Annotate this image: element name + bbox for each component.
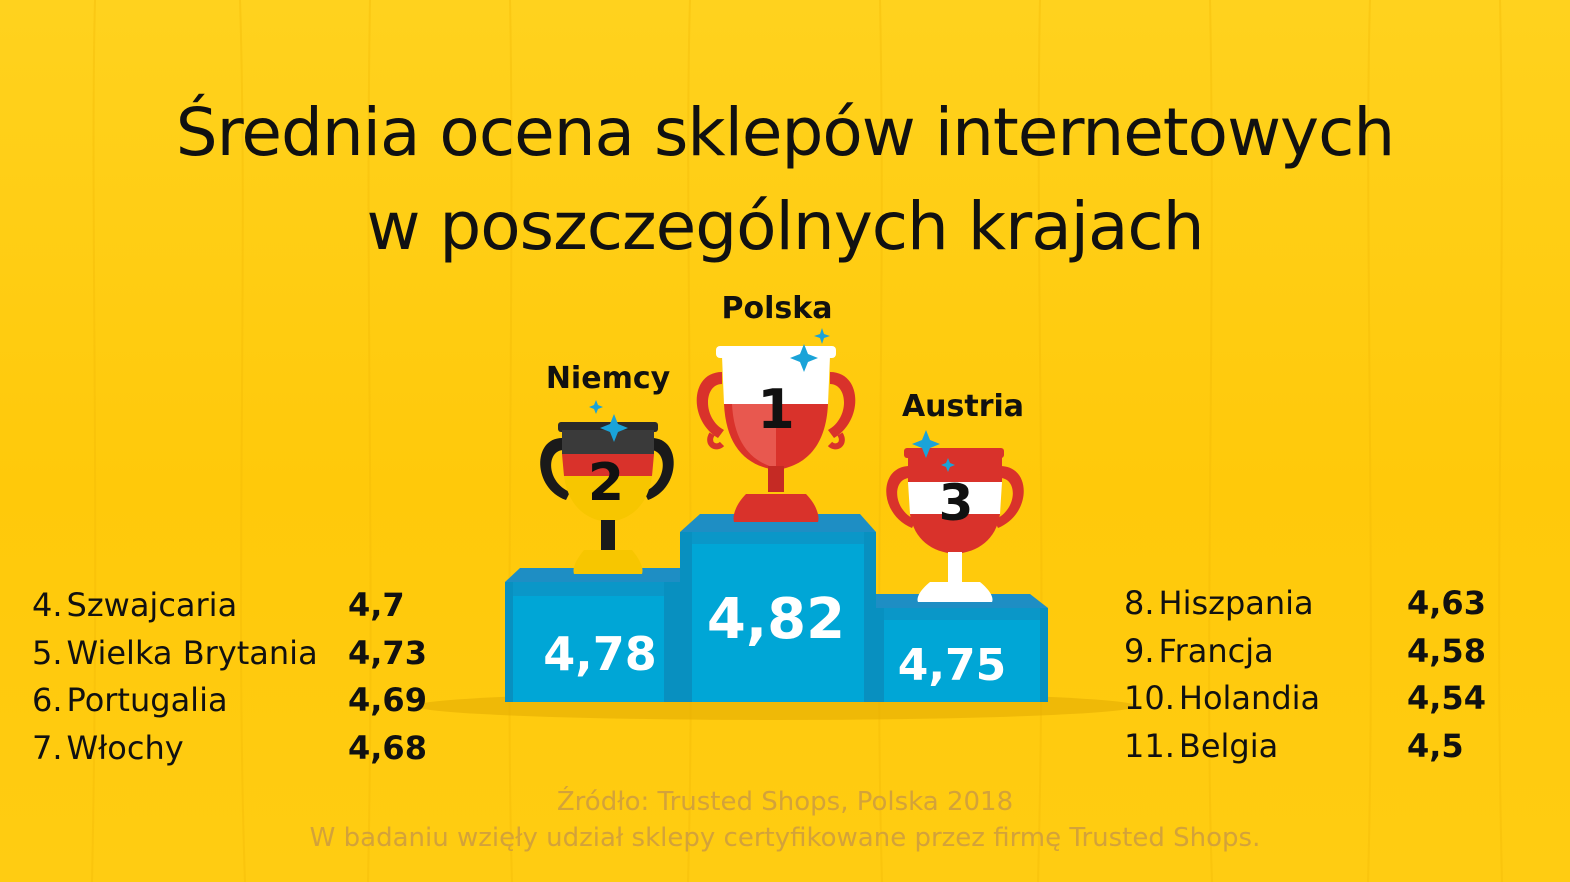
title-line-1: Średnia ocena sklepów internetowych xyxy=(175,94,1395,171)
rank-score: 4,63 xyxy=(1407,584,1486,622)
rank-country: Francja xyxy=(1158,631,1274,670)
rank-score: 4,58 xyxy=(1407,631,1486,670)
rank-number: 11. xyxy=(1124,726,1175,765)
ranking-list-left: 4. Szwajcaria 4,7 5. Wielka Brytania 4,7… xyxy=(32,586,452,776)
country-label-3: Austria xyxy=(902,389,1024,424)
rank-country: Włochy xyxy=(66,728,184,767)
list-item: 9. Francja 4,58 xyxy=(1124,632,1524,680)
podium-score-2: 4,78 xyxy=(543,627,657,681)
rank-score: 4,54 xyxy=(1407,679,1486,717)
page-title: Średnia ocena sklepów internetowych w po… xyxy=(0,86,1570,274)
trophy-icon: 3 xyxy=(886,448,1024,602)
title-line-2: w poszczególnych krajach xyxy=(366,188,1204,265)
source-line: Źródło: Trusted Shops, Polska 2018 xyxy=(556,787,1014,817)
rank-country: Portugalia xyxy=(66,681,228,719)
place-digit-1: 1 xyxy=(757,378,795,441)
place-digit-2: 2 xyxy=(588,453,624,513)
rank-country: Belgia xyxy=(1178,726,1279,765)
podium-score-1: 4,82 xyxy=(707,587,845,652)
rank-number: 7. xyxy=(32,728,63,767)
rank-number: 5. xyxy=(32,633,63,672)
country-label-1: Polska xyxy=(722,291,833,326)
podium-score-3: 4,75 xyxy=(898,640,1007,691)
rank-number: 10. xyxy=(1124,679,1175,717)
list-item: 8. Hiszpania 4,63 xyxy=(1124,584,1524,632)
trophy-icon: 1 xyxy=(696,346,856,522)
rank-number: 8. xyxy=(1124,584,1155,622)
rank-country: Hiszpania xyxy=(1158,584,1314,622)
rank-number: 4. xyxy=(32,586,63,624)
rank-score: 4,5 xyxy=(1407,726,1464,765)
podium-block-2 xyxy=(505,568,680,702)
country-label-2: Niemcy xyxy=(546,361,671,396)
list-item: 6. Portugalia 4,69 xyxy=(32,681,452,729)
sparkle-icon xyxy=(589,328,955,472)
rank-score: 4,73 xyxy=(348,633,427,672)
rank-country: Holandia xyxy=(1178,679,1321,717)
list-item: 4. Szwajcaria 4,7 xyxy=(32,586,452,634)
podium-icon xyxy=(505,514,1048,702)
place-digit-3: 3 xyxy=(939,474,974,532)
list-item: 10. Holandia 4,54 xyxy=(1124,679,1524,727)
rank-number: 9. xyxy=(1124,631,1155,670)
list-item: 11. Belgia 4,5 xyxy=(1124,727,1524,775)
list-item: 7. Włochy 4,68 xyxy=(32,729,452,777)
trophy-icon: 2 xyxy=(540,422,674,574)
rank-score: 4,7 xyxy=(348,586,405,624)
rank-number: 6. xyxy=(32,681,63,719)
rank-score: 4,69 xyxy=(348,681,427,719)
ranking-list-right: 8. Hiszpania 4,63 9. Francja 4,58 10. Ho… xyxy=(1124,584,1524,774)
rank-country: Wielka Brytania xyxy=(66,633,318,672)
rank-score: 4,68 xyxy=(348,728,427,767)
podium-block-1 xyxy=(680,514,876,702)
source-note: W badaniu wzięły udział sklepy certyfiko… xyxy=(309,823,1261,853)
rank-country: Szwajcaria xyxy=(66,586,238,624)
list-item: 5. Wielka Brytania 4,73 xyxy=(32,634,452,682)
